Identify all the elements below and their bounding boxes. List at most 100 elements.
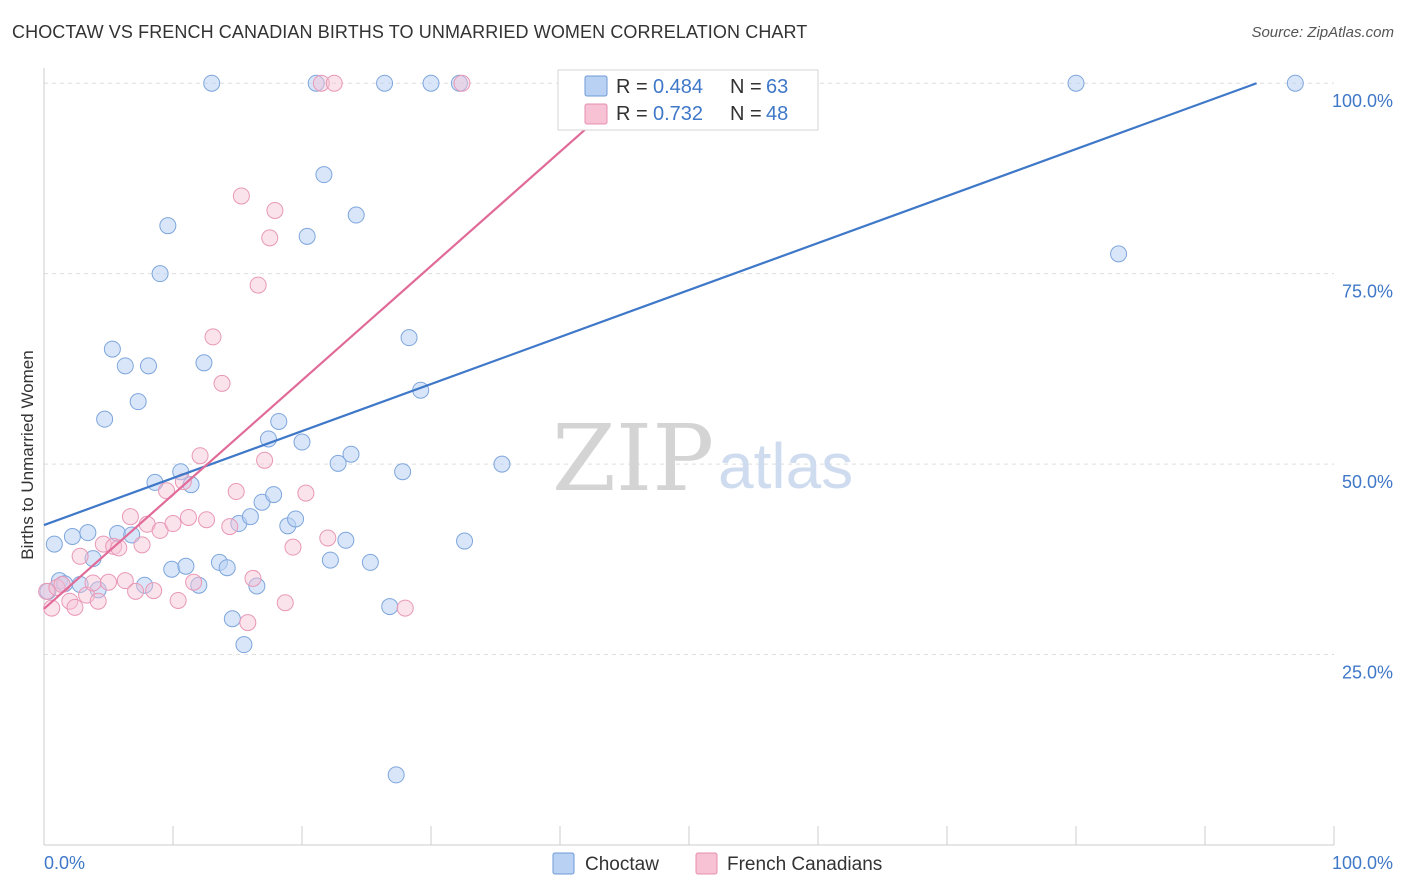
choctaw-point [1286,74,1304,92]
french-canadians-point [38,582,56,600]
french-canadians-point [84,574,102,592]
french-canadians-point [453,74,471,92]
choctaw-point [248,577,266,595]
choctaw-point [129,393,147,411]
choctaw-point [123,526,141,544]
french-canadians-point [325,74,343,92]
choctaw-point [218,559,236,577]
axis-layer [43,68,1334,846]
french-canadians-point [232,187,250,205]
french-canadians-point [179,508,197,526]
choctaw-point [400,329,418,347]
choctaw-point [190,576,208,594]
choctaw-point [45,535,63,553]
x-tick-label-min: 0.0% [44,853,85,873]
choctaw-point [103,340,121,358]
choctaw-point [342,445,360,463]
choctaw-point [177,557,195,575]
french-canadians-point [191,447,209,465]
french-canadians-point [198,511,216,529]
legend-n-value-french-canadians: 48 [766,103,788,125]
choctaw-point [307,74,325,92]
french-canadians-point [204,328,222,346]
choctaw-point [298,227,316,245]
french-canadians-point [276,594,294,612]
grid-layer [44,82,1335,845]
choctaw-point [422,74,440,92]
french-canadians-point [185,573,203,591]
choctaw-point [159,217,177,235]
french-canadians-point [213,374,231,392]
choctaw-point [223,610,241,628]
watermark: ZIP atlas [552,405,853,512]
choctaw-trend-line [43,82,1257,527]
french-canadians-point [266,201,284,219]
bottom-legend-label-french-canadians: French Canadians [727,854,882,875]
french-canadians-point [100,573,117,591]
choctaw-point [241,508,259,526]
bottom-legend-swatch-choctaw [552,852,575,875]
french-canadians-point [319,529,337,547]
legend-box: R = 0.484 N = 63 R = 0.732 N = 48 [557,69,819,131]
choctaw-point [293,433,311,451]
chart-title: CHOCTAW VS FRENCH CANADIAN BIRTHS TO UNM… [12,22,808,42]
choctaw-point [136,576,154,594]
legend-swatch-choctaw [584,75,608,97]
y-tick-label: 100.0% [1332,91,1393,111]
french-canadians-point [71,547,89,565]
french-canadians-point [89,592,107,610]
french-canadians-point [297,484,315,502]
choctaw-point [63,527,81,545]
choctaw-point [287,510,305,528]
y-tick-label: 25.0% [1342,663,1393,683]
choctaw-point [235,636,253,654]
french-canadians-point [110,539,128,557]
french-canadians-point [116,572,134,590]
choctaw-point [347,206,365,224]
choctaw-point [96,410,114,428]
choctaw-point [116,357,134,375]
choctaw-point [151,265,169,283]
choctaw-point [456,532,474,550]
choctaw-point [270,412,288,430]
french-canadians-point [256,451,274,469]
tick-label-layer: 0.0% 100.0% 25.0% 50.0% 75.0% 100.0% [44,91,1393,873]
x-tick-label-max: 100.0% [1332,853,1393,873]
watermark-atlas: atlas [718,430,853,502]
choctaw-point [195,354,213,372]
french-canadians-point [48,579,66,597]
choctaw-point [1067,74,1085,92]
bottom-legend-swatch-french-canadians [695,852,718,875]
french-canadians-point [164,515,182,533]
choctaw-point [139,357,157,375]
french-canadians-point [221,518,239,536]
choctaw-point [315,166,333,184]
french-canadians-point [169,591,187,609]
legend-n-value-choctaw: 63 [766,76,788,98]
french-canadians-point [284,538,302,556]
watermark-zip: ZIP [552,405,714,512]
legend-r-value-choctaw: 0.484 [653,76,703,98]
french-canadians-point [396,599,414,617]
french-canadians-point [127,582,145,600]
y-tick-label: 50.0% [1342,472,1393,492]
bottom-legend-label-choctaw: Choctaw [585,854,659,875]
choctaw-point [79,524,97,542]
choctaw-point [394,463,412,481]
choctaw-point [361,553,379,571]
choctaw-point [387,766,405,784]
french-canadians-point [249,276,267,294]
french-canadians-point [133,536,151,554]
choctaw-point [329,454,347,472]
bottom-legend: Choctaw French Canadians [552,852,882,875]
legend-n-label-choctaw: N = [730,76,762,98]
french-canadians-point [121,508,139,526]
french-canadians-point [158,482,176,500]
french-canadians-point [227,483,245,501]
choctaw-point [381,598,399,616]
french-canadians-point [261,229,279,247]
french-canadians-point [239,614,257,632]
choctaw-point [493,455,511,473]
choctaw-point [1110,245,1128,263]
